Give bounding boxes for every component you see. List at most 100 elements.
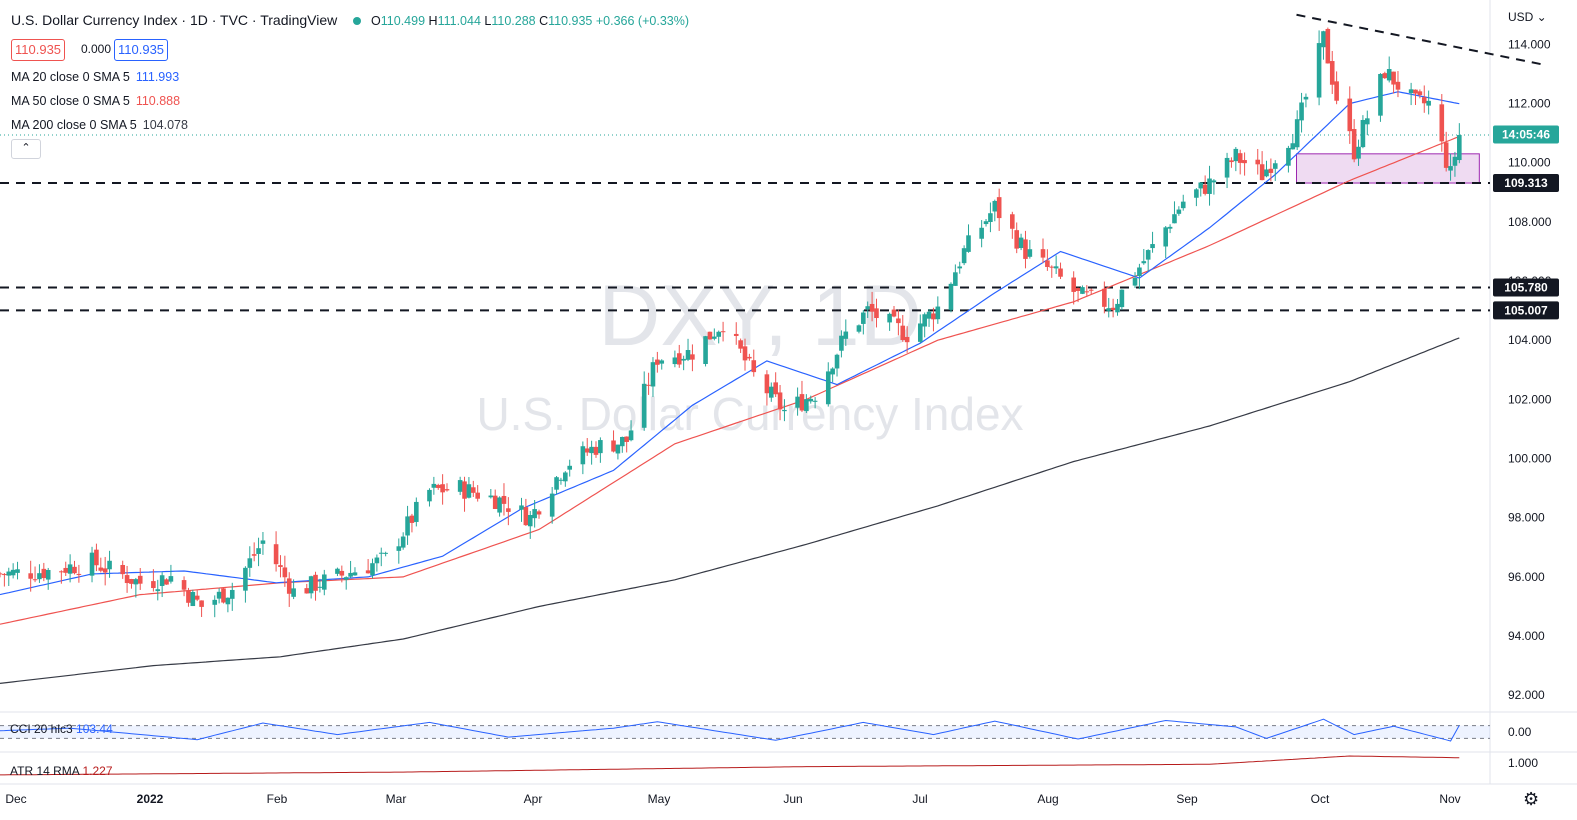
candle-body <box>681 358 686 361</box>
candle-body <box>1386 69 1392 81</box>
candle-body <box>1137 267 1142 277</box>
candle-body <box>59 571 64 573</box>
candle-body <box>1045 260 1050 267</box>
candle-body <box>1382 73 1388 79</box>
candle-body <box>1286 147 1291 166</box>
candle-body <box>501 495 507 504</box>
candle-body <box>427 489 432 502</box>
candle-body <box>628 430 634 441</box>
candle-body <box>1272 163 1278 169</box>
candle-body <box>567 465 573 470</box>
candle-body <box>983 221 989 225</box>
candle-body <box>716 331 722 337</box>
candle-body <box>690 354 695 360</box>
candle-body <box>523 507 529 526</box>
candle-body <box>1027 249 1033 257</box>
resistance-trendline <box>1296 13 1546 67</box>
candle-body <box>378 552 384 554</box>
y-tick-label: 98.000 <box>1508 511 1545 525</box>
candle-body <box>874 308 879 319</box>
ma200-legend[interactable]: MA 200 close 0 SMA 5 104.078 <box>11 118 188 132</box>
ma200-label: MA 200 close 0 SMA 5 <box>11 118 137 132</box>
candle-body <box>1360 119 1366 148</box>
symbol-title[interactable]: U.S. Dollar Currency Index · 1D · TVC · … <box>11 12 338 28</box>
candle-body <box>286 578 292 594</box>
ma20-legend[interactable]: MA 20 close 0 SMA 5 111.993 <box>11 70 179 84</box>
y-tick-label: 110.000 <box>1508 156 1551 170</box>
cci-legend[interactable]: CCI 20 hlc3 103.44 <box>10 722 113 736</box>
candle-body <box>768 386 774 398</box>
candle-body <box>1084 291 1090 293</box>
candle-body <box>1378 73 1383 116</box>
candle-body <box>1194 189 1199 198</box>
y-tick-label: 94.000 <box>1508 629 1545 643</box>
candle-body <box>405 516 410 536</box>
candle-body <box>229 589 235 599</box>
candle-body <box>738 340 743 349</box>
x-tick-label: Dec <box>5 792 26 806</box>
candle-body <box>1316 43 1322 98</box>
candle-body <box>1176 209 1182 214</box>
candle-body <box>1351 129 1357 160</box>
candle-body <box>492 495 498 509</box>
candle-body <box>764 374 770 394</box>
candle-body <box>650 362 656 387</box>
y-tick-label: 96.000 <box>1508 570 1545 584</box>
candle-body <box>641 383 647 428</box>
candle-body <box>1167 226 1173 229</box>
candle-body <box>957 266 963 269</box>
watermark-symbol: DXY, 1D <box>598 268 921 364</box>
chevron-up-icon[interactable]: ⌃ <box>11 139 41 159</box>
candle-body <box>808 398 814 402</box>
candle-body <box>164 579 169 585</box>
candle-body <box>1198 182 1204 189</box>
x-tick-label: Sep <box>1176 792 1198 806</box>
bid-price-box[interactable]: 110.935 <box>11 39 66 61</box>
candle-body <box>1010 214 1015 229</box>
ma50-legend[interactable]: MA 50 close 0 SMA 5 110.888 <box>11 94 180 108</box>
candle-body <box>1102 288 1107 307</box>
candle-body <box>107 560 112 570</box>
x-tick-label: Feb <box>267 792 288 806</box>
spread-value: 0.000 <box>81 42 112 56</box>
candle-body <box>825 371 831 405</box>
candle-body <box>133 579 139 585</box>
candle-body <box>536 511 542 515</box>
candle-body <box>199 600 204 607</box>
x-tick-label: Jun <box>783 792 802 806</box>
candle-body <box>98 567 104 571</box>
ma200-value: 104.078 <box>142 118 188 132</box>
gear-icon[interactable]: ⚙ <box>1523 789 1540 809</box>
candle-body <box>225 597 231 605</box>
currency-label: USD ⌄ <box>1508 10 1547 24</box>
candle-body <box>370 563 375 576</box>
y-tick-label: 108.000 <box>1508 215 1552 229</box>
candle-body <box>1080 287 1085 294</box>
atr-legend[interactable]: ATR 14 RMA 1.227 <box>10 764 113 778</box>
candle-body <box>94 549 99 566</box>
candle-body <box>120 564 126 575</box>
candle-body <box>1119 289 1125 308</box>
candle-body <box>216 591 222 599</box>
ask-price-box[interactable]: 110.935 <box>114 39 169 61</box>
candle-body <box>1417 91 1423 96</box>
candle-body <box>519 505 524 510</box>
candle-body <box>961 248 967 264</box>
candle-body <box>1180 201 1186 209</box>
x-tick-label: Nov <box>1439 792 1460 806</box>
cci-band <box>0 725 1490 739</box>
candle-body <box>10 569 16 576</box>
y-tick-label: 114.000 <box>1508 37 1551 51</box>
candle-body <box>63 567 69 573</box>
candle-body <box>834 354 840 369</box>
candle-body <box>1229 160 1234 163</box>
candle-body <box>1242 160 1247 164</box>
candle-body <box>782 409 787 412</box>
candle-body <box>497 497 502 513</box>
market-status-dot <box>353 16 362 25</box>
candle-body <box>457 480 463 492</box>
atr-value: 1.227 <box>82 764 113 778</box>
candle-body <box>672 357 678 365</box>
candle-body <box>839 335 844 351</box>
